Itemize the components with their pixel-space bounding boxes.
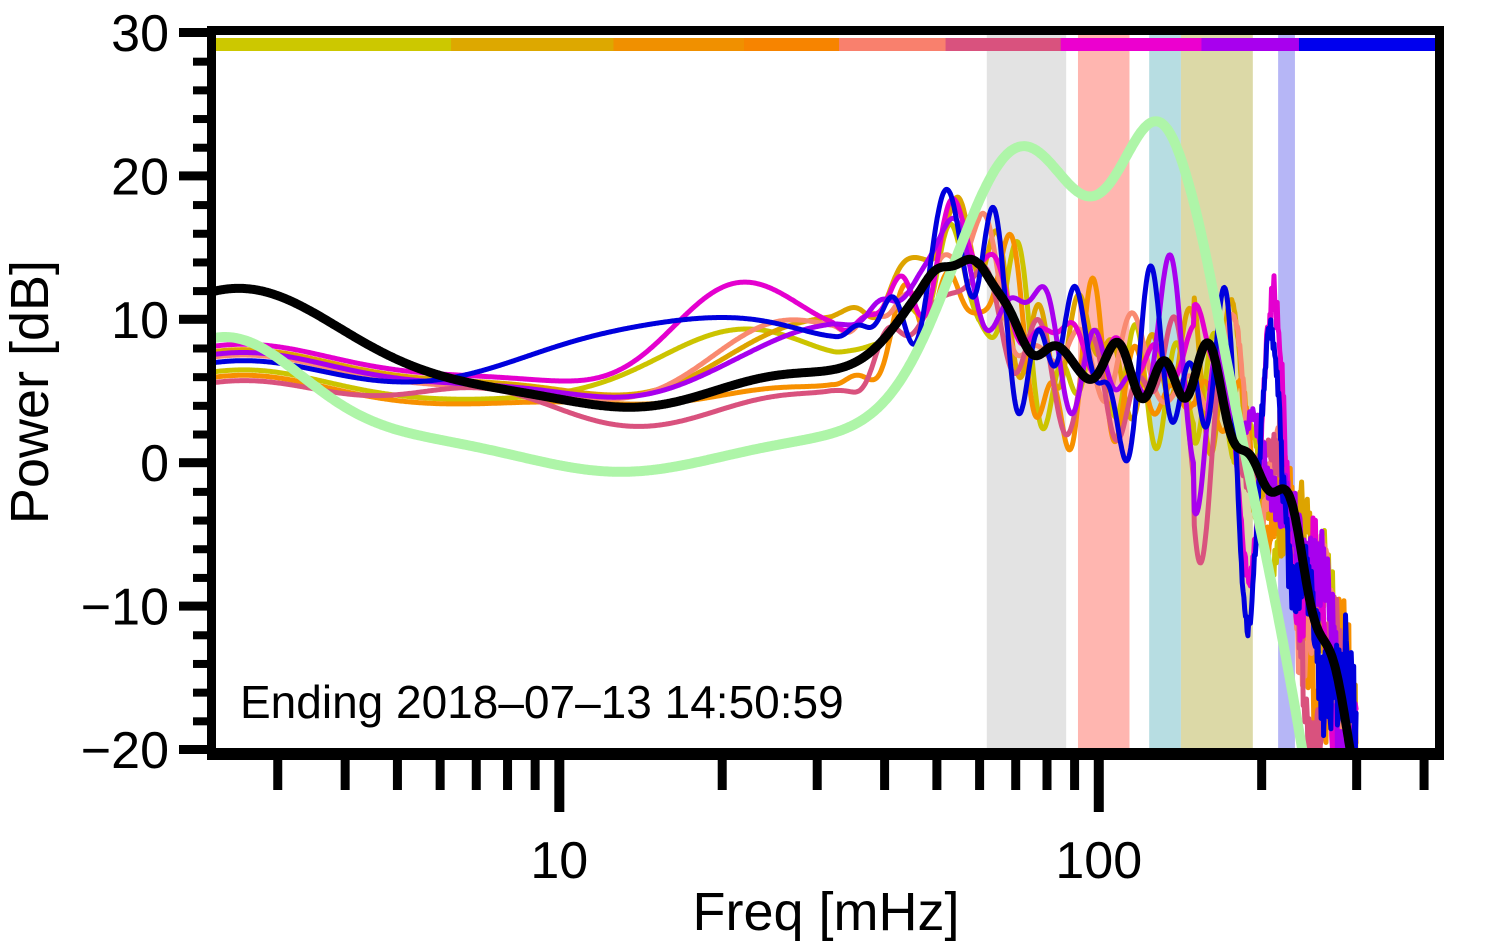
y-tick — [179, 314, 215, 324]
y-tick — [193, 344, 215, 353]
y-tick — [193, 688, 215, 697]
colorbar-segment-5 — [945, 38, 1062, 51]
y-tick — [179, 458, 215, 468]
colorbar-segment-3 — [744, 38, 841, 51]
y-tick — [193, 573, 215, 582]
y-tick-label: −20 — [81, 722, 169, 780]
x-tick-minor — [503, 760, 513, 790]
colorbar-segment-8 — [1298, 38, 1435, 51]
y-tick — [193, 258, 215, 267]
axis-left-spine — [207, 26, 216, 757]
y-tick — [193, 430, 215, 439]
x-tick-minor — [1352, 760, 1362, 790]
axis-bottom-spine — [207, 748, 1444, 760]
x-tick-minor — [530, 760, 540, 790]
y-tick — [193, 229, 215, 238]
colorbar-segment-0 — [215, 38, 453, 51]
x-tick-minor — [932, 760, 942, 790]
plot-frame — [207, 26, 1444, 760]
colorbar-segment-4 — [839, 38, 947, 51]
x-tick-minor — [975, 760, 985, 790]
axis-right-spine — [1435, 26, 1444, 757]
model-spectrum — [215, 116, 1308, 750]
x-tick-major — [1093, 760, 1104, 812]
colorbar-segment-2 — [613, 38, 746, 51]
x-axis-label: Freq [mHz] — [692, 882, 959, 942]
x-tick-minor — [812, 760, 822, 790]
x-axis-tick-labels: 10 100 — [530, 832, 1142, 890]
ending-timestamp-annotation: Ending 2018‒07‒13 14:50:59 — [240, 676, 844, 728]
y-tick — [179, 171, 215, 181]
y-tick-label: 30 — [111, 5, 169, 63]
colorbar-segment-7 — [1201, 38, 1300, 51]
y-tick — [193, 373, 215, 382]
colorbar-segment-1 — [451, 38, 615, 51]
x-tick-minor — [392, 760, 402, 790]
y-tick-label: 10 — [111, 292, 169, 350]
y-axis-tick-labels: −20 −10 0 10 20 30 — [81, 5, 169, 780]
spectra-curve-group — [215, 116, 1359, 750]
y-tick — [193, 143, 215, 152]
y-tick — [179, 601, 215, 611]
y-tick-label: 20 — [111, 148, 169, 206]
x-tick-minor — [273, 760, 283, 790]
x-tick-minor — [435, 760, 445, 790]
y-tick-label: −10 — [81, 579, 169, 637]
x-axis-ticks — [273, 760, 1429, 812]
x-tick-minor — [340, 760, 350, 790]
y-axis-ticks — [179, 28, 215, 754]
spectrum-blue — [215, 186, 1359, 750]
y-tick — [193, 717, 215, 726]
y-tick — [193, 201, 215, 210]
y-tick — [193, 631, 215, 640]
x-tick-minor — [471, 760, 481, 790]
y-tick — [179, 28, 215, 37]
spectrum-purple — [215, 215, 1346, 750]
mean-spectrum — [215, 254, 1355, 750]
y-tick — [193, 57, 215, 66]
y-tick-label: 0 — [140, 435, 169, 493]
colorbar-segment-6 — [1060, 38, 1203, 51]
x-tick-minor — [1419, 760, 1429, 790]
x-tick-major — [554, 760, 565, 812]
x-tick-label: 100 — [1055, 832, 1142, 890]
axis-top-spine — [207, 26, 1444, 35]
x-tick-minor — [880, 760, 890, 790]
y-tick — [193, 516, 215, 525]
spectrum-rose — [215, 263, 1354, 750]
y-tick — [193, 487, 215, 496]
x-tick-minor — [1011, 760, 1021, 790]
y-tick — [179, 745, 215, 754]
y-tick — [193, 287, 215, 296]
y-tick — [193, 115, 215, 124]
x-tick-minor — [717, 760, 727, 790]
y-tick — [193, 659, 215, 668]
y-tick — [193, 545, 215, 554]
y-axis-label: Power [dB] — [0, 260, 60, 524]
y-tick — [193, 86, 215, 95]
x-tick-minor — [1042, 760, 1052, 790]
x-tick-minor — [1070, 760, 1080, 790]
y-tick — [193, 401, 215, 410]
x-tick-label: 10 — [530, 832, 588, 890]
time-progression-colorbar — [215, 38, 1435, 51]
x-tick-minor — [1257, 760, 1267, 790]
